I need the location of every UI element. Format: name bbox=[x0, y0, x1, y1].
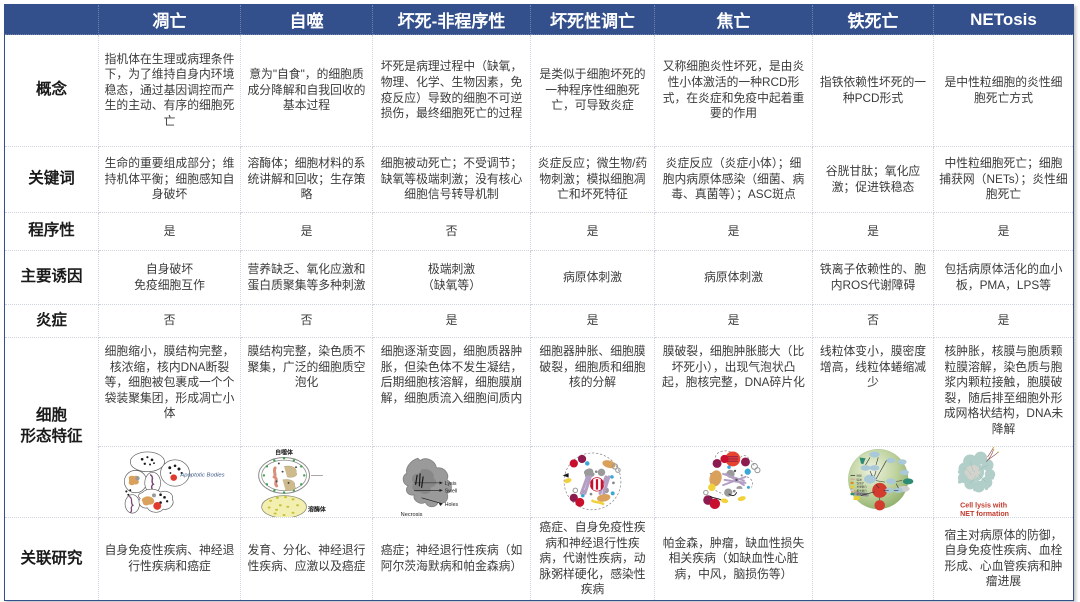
svg-text:相关蛋白: 相关蛋白 bbox=[857, 488, 868, 492]
svg-text:促进: 促进 bbox=[857, 477, 863, 481]
svg-text:Lysis: Lysis bbox=[445, 481, 457, 487]
svg-text:Swell: Swell bbox=[445, 489, 457, 495]
svg-text:自噬体: 自噬体 bbox=[275, 448, 293, 456]
svg-text:Cell lysis with: Cell lysis with bbox=[960, 502, 1007, 510]
svg-text:Holes: Holes bbox=[445, 502, 459, 508]
svg-text:Necrosis: Necrosis bbox=[401, 512, 423, 518]
svg-text:溶酶体: 溶酶体 bbox=[308, 505, 326, 513]
svg-text:NET formation: NET formation bbox=[960, 510, 1009, 518]
svg-text:关键蛋白: 关键蛋白 bbox=[857, 485, 868, 489]
svg-text:抑制: 抑制 bbox=[857, 474, 863, 478]
svg-text:铁离子: 铁离子 bbox=[857, 481, 865, 485]
svg-text:抗氧化物: 抗氧化物 bbox=[857, 492, 868, 496]
svg-text:Apoptotic Bodies: Apoptotic Bodies bbox=[179, 472, 224, 478]
